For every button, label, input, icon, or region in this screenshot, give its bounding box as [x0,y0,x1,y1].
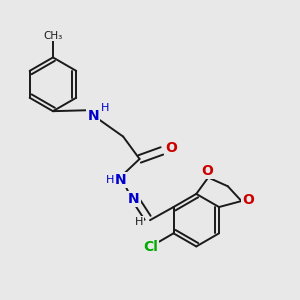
Text: N: N [128,192,140,206]
Text: N: N [88,109,99,123]
Text: O: O [201,164,213,178]
Text: H: H [100,103,109,113]
Text: H: H [134,217,143,227]
Text: CH₃: CH₃ [43,31,63,40]
Text: O: O [242,193,254,207]
Text: O: O [165,141,177,154]
Text: N: N [115,173,127,187]
Text: H: H [106,175,114,185]
Text: Cl: Cl [143,240,158,254]
